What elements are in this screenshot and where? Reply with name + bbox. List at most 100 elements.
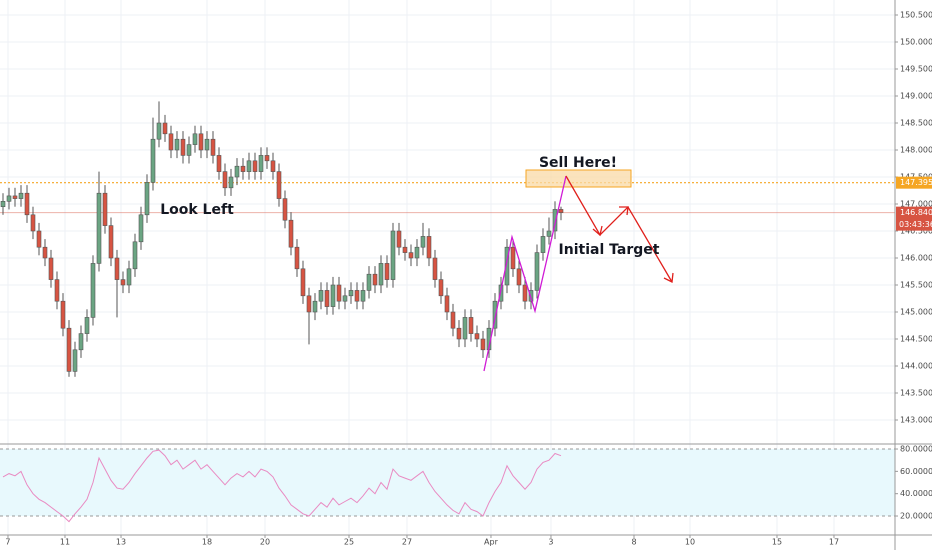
candle-body [462, 317, 468, 340]
candle-body [234, 165, 240, 178]
candle-body [66, 327, 72, 372]
candle-body [60, 300, 66, 329]
candle-body [438, 279, 444, 297]
candle-body [198, 133, 204, 151]
candle-body [180, 138, 186, 156]
rsi-line [2, 449, 562, 523]
candle-body [156, 122, 162, 140]
last-price-tag [896, 206, 932, 231]
y-tick-label: 146.000 [900, 254, 932, 263]
candle-body [348, 290, 354, 297]
candle-body [30, 214, 36, 232]
candle-body [378, 263, 384, 286]
x-tick-label: 25 [344, 538, 354, 547]
candle-body [270, 160, 276, 172]
x-tick-label: 18 [202, 538, 212, 547]
x-tick-label: 3 [548, 538, 553, 547]
candle-body [396, 230, 402, 248]
candle-body [24, 192, 30, 216]
candle-body [468, 317, 474, 334]
y-tick-label: 150.500 [900, 11, 932, 20]
resistance-label: 147.395 [900, 178, 932, 187]
candle-body [96, 192, 102, 264]
candle-body [426, 236, 432, 259]
annotation: Initial Target [559, 242, 660, 258]
candle-body [90, 263, 96, 318]
candle-body [78, 333, 84, 351]
candle-body [114, 257, 120, 280]
candle-body [354, 290, 360, 302]
x-tick-label: 17 [829, 538, 839, 547]
candle-body [450, 311, 456, 329]
pattern-drawing [483, 175, 567, 372]
candle-body [522, 284, 528, 302]
candle-body [0, 201, 6, 208]
candle-body [138, 214, 144, 243]
candle-body [168, 133, 174, 151]
candle-body [204, 138, 210, 151]
arrow-head [663, 272, 674, 283]
arrow-head [592, 225, 603, 237]
y-tick-label: 148.000 [900, 146, 932, 155]
candle-body [390, 230, 396, 280]
candle-body [258, 155, 264, 172]
candle-body [282, 198, 288, 221]
annotation: Sell Here! [539, 155, 617, 171]
candle-body [144, 182, 150, 216]
y-tick-label: 143.000 [900, 415, 932, 424]
candle-body [120, 279, 126, 286]
candle-body [540, 236, 546, 253]
candle-body [474, 333, 480, 340]
candle-body [408, 252, 414, 259]
candle-body [288, 219, 294, 248]
y-tick-label: 146.500 [900, 227, 932, 236]
x-tick-label: 13 [116, 538, 126, 547]
y-tick-label: 143.500 [900, 388, 932, 397]
x-tick-label: 20 [260, 538, 270, 547]
candle-body [264, 155, 270, 162]
countdown: 03:43:36 [899, 220, 932, 229]
candle-body [228, 176, 234, 189]
grid-layer [0, 0, 895, 535]
rsi-pane [0, 448, 895, 523]
candle-body [534, 252, 540, 291]
y-tick-label: 145.500 [900, 281, 932, 290]
x-tick-label: 10 [685, 538, 695, 547]
candle-body [318, 290, 324, 302]
candle-body [84, 317, 90, 334]
candle-body [360, 290, 366, 302]
candle-body [42, 246, 48, 259]
y-tick-label: 147.000 [900, 200, 932, 209]
candle-body [186, 144, 192, 156]
arrow-head [619, 206, 629, 216]
candle-body [108, 225, 114, 259]
candle-body [384, 263, 390, 280]
candle-body [492, 300, 498, 329]
candle-body [546, 230, 552, 237]
candle-body [366, 273, 372, 291]
candle-body [480, 338, 486, 351]
candle-body [414, 246, 420, 259]
y-tick-label: 40.0000 [900, 489, 932, 498]
candle-body [510, 246, 516, 270]
candle-body [102, 192, 108, 226]
x-tick-label: 8 [631, 538, 636, 547]
candle-body [12, 195, 18, 199]
candle-body [456, 327, 462, 340]
candle-body [552, 209, 558, 232]
candle-body [432, 257, 438, 280]
candle-body [294, 246, 300, 270]
candle-body [18, 192, 24, 199]
candle-body [210, 138, 216, 156]
candle-body [372, 273, 378, 286]
candle-body [504, 246, 510, 286]
candle-body [36, 230, 42, 248]
candle-body [192, 133, 198, 145]
sell-zone [525, 169, 632, 188]
candle-body [312, 300, 318, 313]
candle-body [276, 171, 282, 199]
candle-body [300, 268, 306, 297]
y-tick-label: 145.000 [900, 308, 932, 317]
